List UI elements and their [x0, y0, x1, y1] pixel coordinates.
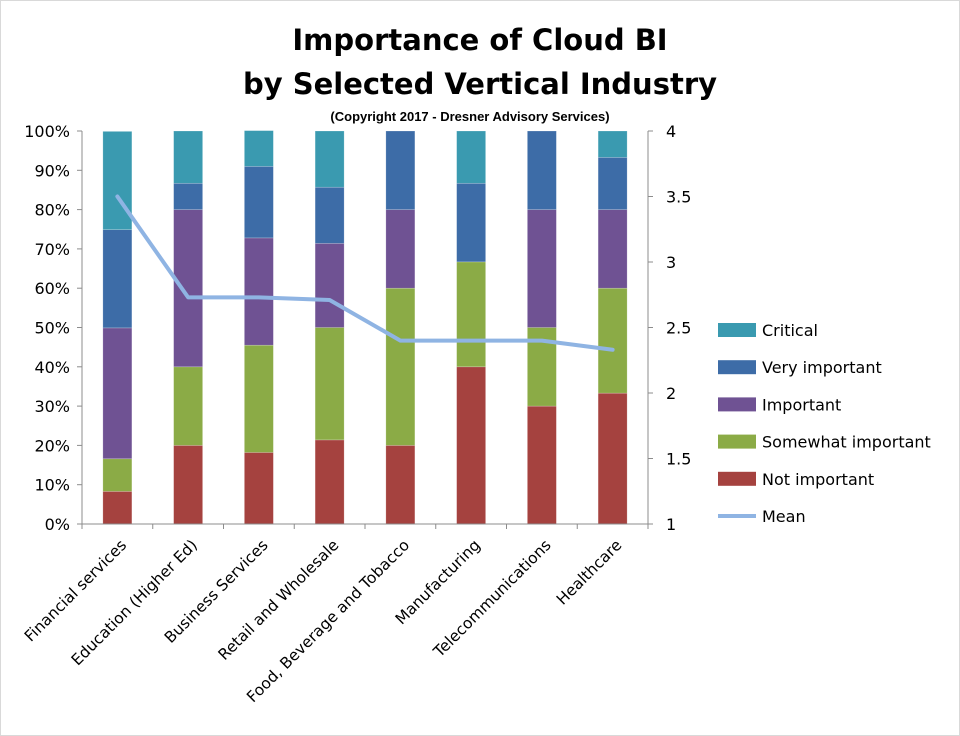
- legend-label-very-important: Very important: [762, 358, 882, 377]
- legend-label-somewhat-important: Somewhat important: [762, 433, 931, 452]
- bar-very-important-food-beverage-and-tobacco: [385, 130, 416, 210]
- bar-somewhat-important-business-services: [244, 344, 274, 453]
- category-label-education-higher-ed: Education (Higher Ed): [68, 536, 201, 669]
- legend-swatch-critical: [718, 323, 756, 337]
- right-axis-ticks: 1 1.5 2 2.5 3 3.5 4: [648, 122, 691, 534]
- mean-line-layer: [115, 194, 615, 352]
- mean-line: [115, 194, 615, 352]
- left-tick-label: 100%: [24, 122, 70, 141]
- bar-not-important-manufacturing: [456, 366, 486, 525]
- legend: Critical Very important Important Somewhat …: [718, 321, 931, 526]
- bar-important-food-beverage-and-tobacco: [385, 209, 416, 289]
- axes: [81, 131, 649, 529]
- left-tick-label: 60%: [34, 279, 70, 298]
- bar-somewhat-important-manufacturing: [456, 261, 486, 368]
- left-tick-label: 20%: [34, 436, 70, 455]
- right-tick-label: 1: [666, 515, 676, 534]
- bar-important-business-services: [244, 237, 274, 346]
- bar-very-important-healthcare: [597, 157, 628, 210]
- bar-very-important-manufacturing: [456, 182, 486, 263]
- left-tick-label: 50%: [34, 319, 70, 338]
- bar-not-important-healthcare: [597, 392, 628, 525]
- bar-somewhat-important-healthcare: [597, 287, 628, 394]
- right-tick-label: 2: [666, 384, 676, 403]
- chart-title-line-1: Importance of Cloud BI: [292, 23, 667, 57]
- left-tick-label: 0%: [45, 515, 70, 534]
- bar-not-important-retail-and-wholesale: [314, 439, 345, 525]
- left-tick-label: 80%: [34, 201, 70, 220]
- left-axis-ticks: 0% 10% 20% 30% 40% 50% 60% 70% 80% 90% 100%: [24, 122, 82, 534]
- right-tick-label: 3: [666, 253, 676, 272]
- right-tick-label: 3.5: [666, 188, 691, 207]
- legend-swatch-somewhat-important: [718, 434, 756, 449]
- right-tick-label: 4: [666, 122, 676, 141]
- bar-critical-education-higher-ed: [173, 130, 203, 184]
- legend-label-mean: Mean: [762, 507, 806, 526]
- left-tick-label: 90%: [34, 161, 70, 180]
- bar-critical-retail-and-wholesale: [314, 130, 345, 188]
- legend-swatch-very-important: [718, 360, 756, 375]
- gridlines: [82, 130, 648, 525]
- bar-very-important-retail-and-wholesale: [314, 186, 345, 244]
- bar-not-important-education-higher-ed: [173, 445, 203, 525]
- bar-not-important-business-services: [244, 452, 274, 525]
- left-tick-label: 40%: [34, 358, 70, 377]
- right-tick-label: 1.5: [666, 450, 691, 469]
- left-tick-label: 30%: [34, 397, 70, 416]
- bar-critical-healthcare: [597, 130, 628, 158]
- bar-not-important-telecommunications: [527, 405, 557, 525]
- chart-subtitle: (Copyright 2017 - Dresner Advisory Servi…: [330, 109, 609, 124]
- legend-swatch-important: [718, 397, 756, 412]
- category-label-retail-and-wholesale: Retail and Wholesale: [215, 536, 343, 664]
- chart-title-line-2: by Selected Vertical Industry: [243, 67, 717, 101]
- bar-very-important-financial-services: [102, 229, 133, 329]
- bar-critical-business-services: [244, 130, 274, 167]
- legend-label-not-important: Not important: [762, 470, 874, 489]
- bar-critical-financial-services: [102, 131, 133, 230]
- legend-label-important: Important: [762, 395, 841, 414]
- bar-critical-manufacturing: [456, 130, 486, 184]
- bar-important-healthcare: [597, 209, 628, 289]
- bar-very-important-telecommunications: [527, 130, 557, 210]
- left-tick-label: 70%: [34, 240, 70, 259]
- bar-somewhat-important-financial-services: [102, 458, 133, 492]
- bar-very-important-business-services: [244, 166, 274, 239]
- right-tick-label: 2.5: [666, 319, 691, 338]
- bar-very-important-education-higher-ed: [173, 182, 203, 210]
- bar-not-important-financial-services: [102, 491, 133, 525]
- bar-important-education-higher-ed: [173, 209, 203, 368]
- bar-somewhat-important-food-beverage-and-tobacco: [385, 287, 416, 446]
- bar-somewhat-important-education-higher-ed: [173, 366, 203, 446]
- legend-label-critical: Critical: [762, 321, 818, 340]
- bar-important-financial-services: [102, 327, 133, 460]
- category-label-telecommunications: Telecommunications: [429, 536, 554, 661]
- left-tick-label: 10%: [34, 476, 70, 495]
- legend-swatch-not-important: [718, 471, 756, 486]
- bar-somewhat-important-retail-and-wholesale: [314, 327, 345, 441]
- bar-important-retail-and-wholesale: [314, 243, 345, 328]
- category-label-healthcare: Healthcare: [553, 536, 625, 608]
- bar-not-important-food-beverage-and-tobacco: [385, 445, 416, 525]
- bar-important-telecommunications: [527, 209, 557, 328]
